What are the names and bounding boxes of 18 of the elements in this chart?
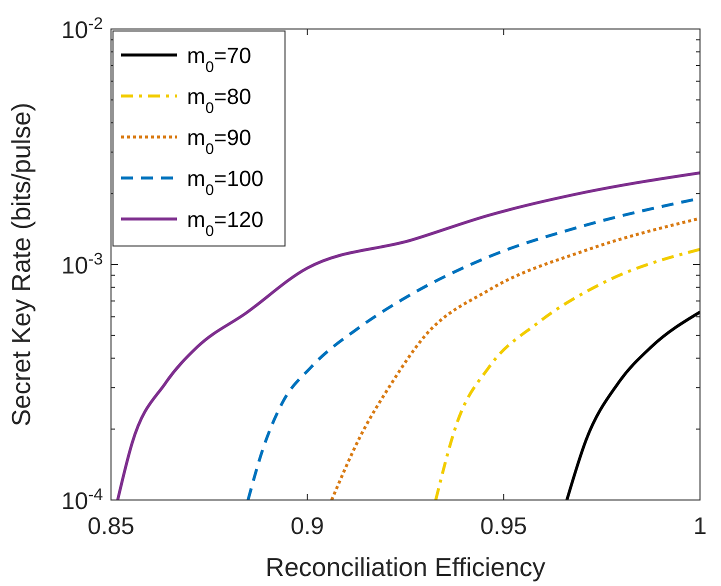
y-tick-label: 10$^{-3}$ xyxy=(61,249,103,280)
legend-label: m$_{0}$=100 xyxy=(187,166,264,198)
y-tick-label: 10$^{-4}$ xyxy=(61,484,103,515)
line-series xyxy=(116,171,700,500)
line-series xyxy=(565,310,700,500)
x-axis-title: Reconciliation Efficiency xyxy=(266,552,546,582)
x-tick-label: 0.85 xyxy=(88,513,134,540)
x-tick-label: 0.9 xyxy=(290,513,324,540)
line-series xyxy=(330,216,700,500)
legend-label: m$_{0}$=70 xyxy=(187,43,252,76)
line-series xyxy=(434,248,700,500)
x-tick-label: 0.95 xyxy=(480,513,528,540)
x-tick-label: 1 xyxy=(693,513,707,540)
y-tick-label: 10$^{-2}$ xyxy=(61,14,103,44)
legend-label: m$_{0}$=80 xyxy=(187,84,252,116)
legend-label: m$_{0}$=90 xyxy=(187,125,252,158)
y-axis-title: Secret Key Rate (bits/pulse) xyxy=(6,102,36,426)
legend-label: m$_{0}$=120 xyxy=(187,207,264,240)
